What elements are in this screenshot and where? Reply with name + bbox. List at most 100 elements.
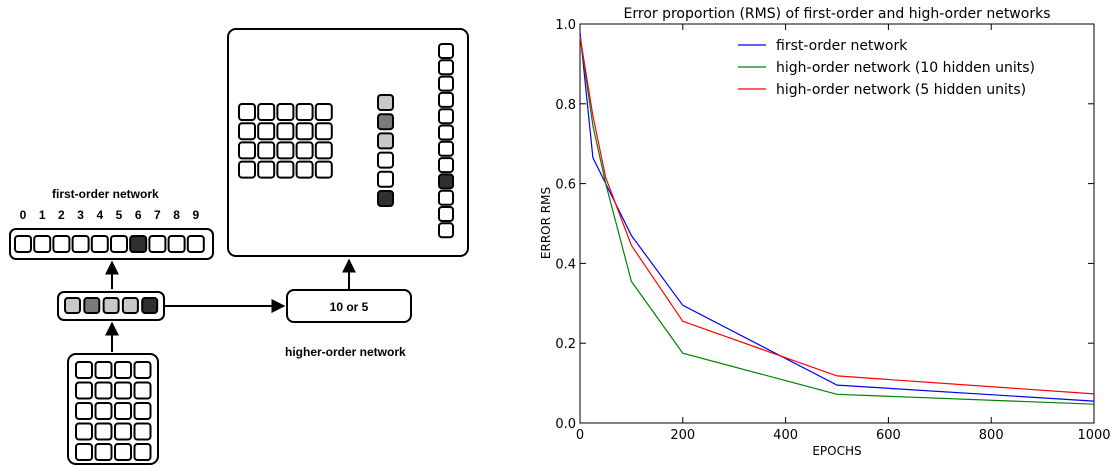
digit-label: 7 — [154, 208, 161, 222]
legend: first-order network high-order network (1… — [738, 38, 1035, 98]
input-cell — [75, 422, 93, 441]
panel-cell — [276, 160, 295, 179]
panel-mid-unit — [377, 151, 394, 169]
input-cell — [114, 402, 132, 420]
input-cell — [133, 381, 152, 400]
panel-right-unit — [438, 140, 454, 157]
first-order-network-label: first-order network — [52, 187, 159, 201]
digit-label: 6 — [135, 208, 142, 222]
panel-cell — [257, 141, 276, 160]
panel-right-unit — [438, 206, 454, 222]
panel-mid-unit — [377, 132, 394, 150]
output-unit — [33, 235, 52, 253]
line-chart: Error proportion (RMS) of first-order an… — [539, 6, 1111, 458]
hidden-unit — [64, 297, 81, 314]
input-cell — [94, 422, 113, 441]
input-cell — [133, 402, 152, 420]
y-axis-ticks: 0.0 0.2 0.4 0.6 0.8 1.0 — [555, 18, 1094, 432]
panel-right-unit — [438, 222, 454, 239]
series-lines — [579, 31, 1095, 405]
legend-label: high-order network (5 hidden units) — [776, 82, 1026, 98]
panel-right-unit — [438, 108, 454, 125]
series-line-1 — [579, 35, 1095, 405]
higher-order-hidden-box — [286, 289, 412, 323]
panel-right-unit — [438, 59, 454, 76]
panel-cell — [314, 103, 333, 121]
panel-right-unit — [438, 124, 454, 141]
panel-cell — [295, 160, 314, 179]
panel-right-column — [438, 43, 454, 239]
panel-cell — [238, 122, 256, 141]
series-line-0 — [579, 31, 1095, 402]
panel-mid-unit — [377, 190, 394, 207]
panel-cell — [238, 103, 256, 121]
x-axis-label: EPOCHS — [812, 444, 861, 458]
panel-mid-unit — [377, 94, 394, 111]
panel-cell — [238, 141, 256, 160]
output-unit — [90, 235, 109, 253]
input-cell — [114, 361, 132, 379]
panel-cell — [257, 160, 276, 179]
panel-right-unit — [438, 91, 454, 108]
output-unit — [52, 235, 71, 253]
input-grid — [75, 361, 152, 461]
digit-label: 1 — [39, 208, 46, 222]
input-cell — [94, 361, 113, 379]
digit-label: 0 — [20, 208, 27, 222]
x-tick-label: 600 — [876, 428, 901, 443]
y-tick-label: 0.4 — [555, 257, 576, 272]
output-unit — [148, 235, 167, 253]
x-tick-label: 200 — [670, 428, 695, 443]
digit-label: 5 — [116, 208, 123, 222]
output-unit — [186, 235, 205, 253]
panel-cell — [314, 141, 333, 160]
input-cell — [75, 443, 93, 461]
panel-cell — [276, 103, 295, 121]
higher-order-output-panel — [227, 28, 469, 257]
panel-cell — [314, 122, 333, 141]
input-cell — [133, 443, 152, 461]
input-cell — [114, 443, 132, 461]
legend-label: high-order network (10 hidden units) — [776, 60, 1035, 76]
hidden-units — [64, 297, 159, 314]
input-cell — [75, 381, 93, 400]
output-units — [14, 235, 205, 253]
legend-label: first-order network — [776, 38, 908, 54]
hidden-unit — [141, 297, 159, 314]
panel-mid-unit — [377, 113, 394, 131]
input-cell — [133, 361, 152, 379]
y-tick-label: 1.0 — [555, 18, 576, 33]
x-tick-label: 0 — [576, 428, 584, 443]
higher-order-network-label: higher-order network — [285, 345, 406, 359]
x-tick-label: 1000 — [1077, 428, 1110, 443]
hidden-unit — [121, 297, 139, 314]
digit-label: 4 — [96, 208, 103, 222]
output-unit — [167, 235, 186, 253]
panel-cell — [295, 122, 314, 141]
digit-label: 9 — [192, 208, 199, 222]
panel-right-unit — [438, 43, 454, 59]
plot-area — [579, 23, 1095, 424]
digit-label: 8 — [173, 208, 180, 222]
output-unit — [14, 235, 32, 253]
y-axis-label: ERROR RMS — [539, 187, 553, 259]
input-cell — [75, 361, 93, 379]
panel-cell — [276, 141, 295, 160]
panel-cell — [295, 103, 314, 121]
series-line-2 — [579, 35, 1095, 395]
panel-cell — [238, 160, 256, 179]
panel-cell — [257, 122, 276, 141]
y-tick-label: 0.0 — [555, 417, 576, 432]
input-cell — [133, 422, 152, 441]
panel-cell — [276, 122, 295, 141]
hidden-unit — [102, 297, 120, 314]
panel-right-unit — [438, 157, 454, 174]
input-cell — [94, 381, 113, 400]
panel-cell — [314, 160, 333, 179]
output-unit — [129, 235, 148, 253]
panel-right-unit — [438, 173, 454, 190]
digit-label: 2 — [58, 208, 65, 222]
